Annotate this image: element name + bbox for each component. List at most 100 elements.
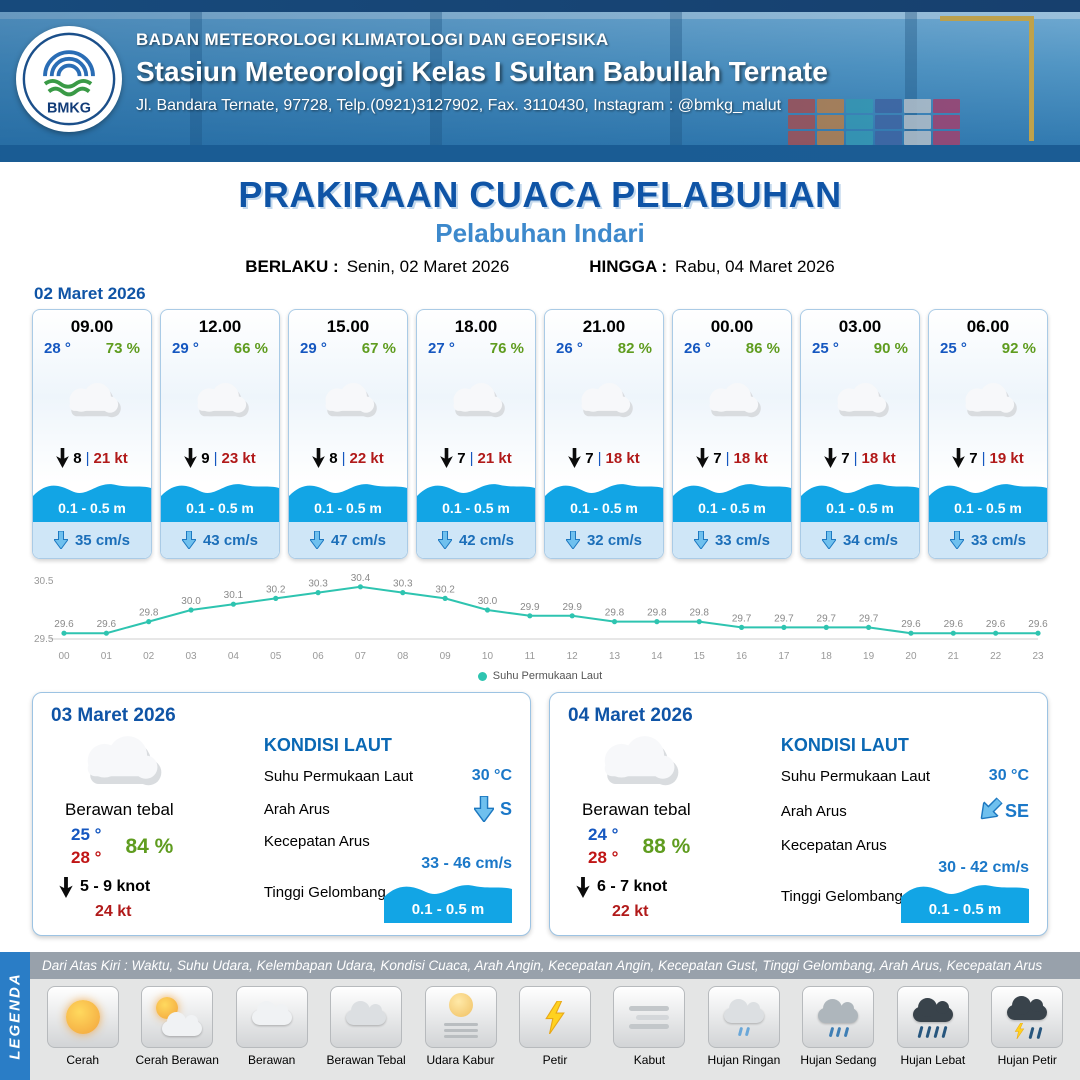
daily-forecast-row: 03 Maret 2026 Berawan tebal 25 ° 28 ° 84…	[32, 692, 1048, 936]
wave-height-band: 0.1 - 0.5 m	[289, 472, 407, 522]
current-direction-arrow-icon	[309, 531, 324, 549]
svg-text:17: 17	[778, 651, 790, 662]
forecast-time: 06.00	[966, 317, 1010, 336]
legend-item: Hujan Ringan	[699, 986, 788, 1067]
wave-height-band: 0.1 - 0.5 m	[545, 472, 663, 522]
wind-direction-arrow-icon	[312, 448, 326, 468]
fog-icon	[613, 986, 686, 1048]
svg-text:30.1: 30.1	[224, 590, 244, 601]
wind-direction-arrow-icon	[440, 448, 454, 468]
moderate-rain-icon	[802, 986, 875, 1048]
svg-text:29.6: 29.6	[54, 619, 74, 630]
svg-text:05: 05	[270, 651, 282, 662]
sst-label: Suhu Permukaan Laut	[780, 767, 931, 785]
current-speed-band: 33 cm/s	[929, 522, 1047, 558]
current-direction: SE	[1004, 800, 1029, 821]
current-speed-band: 34 cm/s	[801, 522, 919, 558]
weather-condition: Berawan tebal	[65, 800, 174, 819]
svg-text:23: 23	[1032, 651, 1044, 662]
air-temperature: 26 °	[684, 340, 711, 357]
sun-cloud-icon	[141, 986, 214, 1048]
current-direction-arrow-icon	[949, 531, 964, 549]
legend-item: Hujan Lebat	[888, 986, 977, 1067]
forecast-time: 21.00	[582, 317, 626, 336]
daily-weather-summary: Berawan tebal 25 ° 28 ° 84 % 5 - 9 knot …	[51, 727, 254, 925]
svg-text:16: 16	[736, 651, 748, 662]
wind-row: 7 | 19 kt	[929, 444, 1047, 472]
svg-text:30.2: 30.2	[266, 584, 286, 595]
current-direction-arrow-icon	[821, 531, 836, 549]
valid-from-label: BERLAKU :	[245, 257, 339, 276]
lightning-icon	[518, 986, 591, 1048]
header-banner: BMKG BADAN METEOROLOGI KLIMATOLOGI DAN G…	[0, 0, 1080, 162]
wave-height: 0.1 - 0.5 m	[570, 500, 638, 516]
gust-speed: 18 kt	[733, 449, 768, 467]
air-temperature: 29 °	[300, 340, 327, 357]
heavy-rain-icon	[896, 986, 969, 1048]
hourly-forecast-card: 03.00 25 ° 90 % 7 | 18 kt 0.1 - 0.5 m 34 cm…	[800, 309, 920, 559]
humidity: 82 %	[617, 340, 652, 357]
svg-text:30.5: 30.5	[34, 576, 54, 587]
legend-section: LEGENDA Dari Atas Kiri : Waktu, Suhu Uda…	[0, 952, 1080, 1080]
humidity: 86 %	[745, 340, 780, 357]
current-speed-range: 30 - 42 cm/s	[938, 859, 1029, 876]
cloudy-weather-icon	[545, 357, 663, 444]
svg-text:02: 02	[143, 651, 155, 662]
wind-speed: 7	[457, 449, 466, 467]
wave-height: 0.1 - 0.5 m	[314, 500, 382, 516]
gust-speed: 18 kt	[605, 449, 640, 467]
station-address: Jl. Bandara Ternate, 97728, Telp.(0921)3…	[136, 97, 782, 114]
sst-chart-section: 29.5 30.5 29.6 00 29.6 01 29.8 02 30.0 03 30.1 04 30…	[32, 565, 1048, 682]
separator: |	[725, 449, 730, 467]
svg-text:03: 03	[185, 651, 197, 662]
gust-speed: 19 kt	[989, 449, 1024, 467]
legend-items-row: Cerah Cerah Berawan Berawan Berawan Teba…	[30, 979, 1080, 1067]
wind-direction-arrow-icon	[184, 448, 198, 468]
cloudy-weather-icon	[673, 357, 791, 444]
weather-condition: Berawan tebal	[582, 800, 691, 819]
svg-text:10: 10	[482, 651, 494, 662]
svg-text:11: 11	[525, 651, 536, 662]
wind-row: 6 - 7 knot	[576, 876, 771, 898]
wave-height-band: 0.1 - 0.5 m	[417, 472, 535, 522]
wave-height-band: 0.1 - 0.5 m	[901, 877, 1029, 923]
wave-height-band: 0.1 - 0.5 m	[33, 472, 151, 522]
wind-direction-arrow-icon	[59, 876, 73, 898]
svg-text:04: 04	[228, 651, 240, 662]
svg-text:29.8: 29.8	[605, 608, 625, 619]
wind-direction-arrow-icon	[568, 448, 582, 468]
agency-name: BADAN METEOROLOGI KLIMATOLOGI DAN GEOFIS…	[136, 30, 609, 49]
bmkg-logo: BMKG	[16, 26, 122, 132]
svg-text:08: 08	[397, 651, 409, 662]
wind-row: 5 - 9 knot	[59, 876, 254, 898]
current-direction-arrow-icon	[53, 531, 68, 549]
svg-text:29.7: 29.7	[817, 613, 837, 624]
wind-speed: 7	[969, 449, 978, 467]
forecast-time: 15.00	[326, 317, 370, 336]
thunderstorm-icon	[991, 986, 1064, 1048]
current-speed: 32 cm/s	[586, 531, 643, 549]
cloudy-weather-icon	[87, 736, 162, 786]
bmkg-logo-icon: BMKG	[22, 32, 116, 126]
wind-speed-range: 5 - 9 knot	[80, 878, 151, 896]
valid-from: BERLAKU : Senin, 02 Maret 2026	[245, 257, 509, 277]
daily-date: 04 Maret 2026	[568, 705, 693, 726]
wind-speed-range: 6 - 7 knot	[597, 878, 668, 896]
chart-legend-dot-icon	[477, 671, 487, 681]
separator: |	[341, 449, 346, 467]
sea-condition-title: KONDISI LAUT	[263, 735, 392, 755]
wave-height: 0.1 - 0.5 m	[442, 500, 510, 516]
forecast-time: 09.00	[70, 317, 114, 336]
separator: |	[85, 449, 90, 467]
gust-speed: 18 kt	[861, 449, 896, 467]
wave-height: 0.1 - 0.5 m	[826, 500, 894, 516]
wind-row: 7 | 18 kt	[801, 444, 919, 472]
svg-text:29.8: 29.8	[689, 608, 709, 619]
legend-item: Kabut	[605, 986, 694, 1067]
svg-text:29.6: 29.6	[944, 619, 964, 630]
cloudy-weather-icon	[33, 357, 151, 444]
hourly-forecast-card: 21.00 26 ° 82 % 7 | 18 kt 0.1 - 0.5 m 32 cm…	[544, 309, 664, 559]
cloud-icon	[235, 986, 308, 1048]
air-temperature: 27 °	[428, 340, 455, 357]
chart-legend: Suhu Permukaan Laut	[32, 670, 1048, 682]
